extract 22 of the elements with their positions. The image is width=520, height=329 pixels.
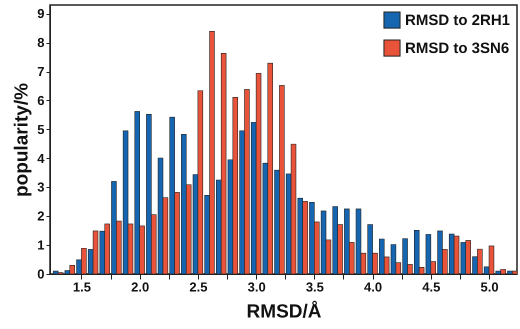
- y-tick-label: 9: [37, 6, 44, 22]
- x-tick-label: 1.5: [72, 280, 91, 294]
- x-tick-label: 3.5: [306, 280, 324, 294]
- legend-label: RMSD to 3SN6: [405, 40, 510, 57]
- x-tick-label: 4.5: [422, 280, 440, 294]
- y-axis-title: popularity/%: [11, 82, 32, 198]
- y-tick-label: 0: [37, 266, 44, 282]
- legend-label: RMSD to 2RH1: [405, 12, 510, 29]
- x-tick-label: 2.5: [189, 280, 208, 294]
- y-tick-label: 5: [37, 122, 44, 137]
- y-tick-label: 8: [37, 35, 44, 50]
- y-tick-label: 1: [37, 238, 44, 253]
- x-axis-title: RMSD/Å: [246, 300, 322, 322]
- x-tick-label: 4.0: [364, 280, 382, 294]
- y-tick-label: 2: [37, 208, 44, 224]
- x-tick-label: 2.0: [131, 280, 150, 294]
- y-tick-label: 7: [37, 64, 44, 80]
- x-tick-label: 5.0: [480, 280, 499, 294]
- y-tick-label: 6: [37, 92, 44, 108]
- y-tick-label: 3: [37, 180, 44, 195]
- x-tick-label: 3.0: [248, 280, 266, 294]
- y-tick-label: 4: [37, 150, 46, 166]
